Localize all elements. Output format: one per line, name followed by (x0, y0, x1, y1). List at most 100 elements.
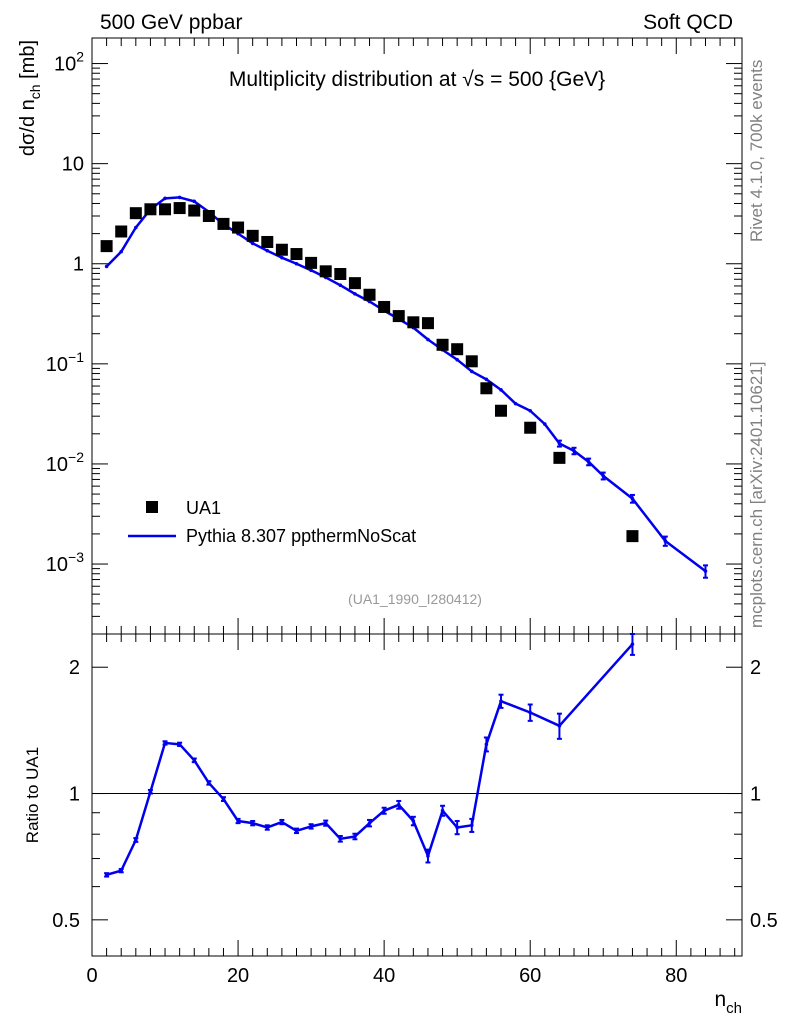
data-point (246, 229, 259, 242)
legend: UA1 Pythia 8.307 ppthermNoScat (128, 498, 416, 546)
data-point (494, 404, 507, 417)
main-y-tick-labels: 102 10 1 10−1 10−2 10−3 (46, 49, 84, 576)
ratio-point (134, 838, 138, 842)
data-point (436, 338, 449, 351)
main-x-ticks (91, 38, 736, 634)
model-point (426, 337, 430, 342)
ratio-point (426, 854, 430, 858)
ratio-point (382, 808, 386, 813)
x-tick-label: 80 (665, 965, 687, 987)
x-tick-label: 20 (227, 965, 249, 987)
ratio-point (309, 824, 313, 829)
ratio-point (338, 837, 343, 841)
ratio-ytick-label-right: 2 (750, 657, 761, 679)
main-ytick-label: 1 (73, 254, 84, 276)
model-point (163, 196, 167, 201)
model-point (572, 449, 576, 453)
side-label-mcplots: mcplots.cern.ch [arXiv:2401.10621] (747, 362, 766, 628)
model-point (601, 474, 606, 478)
ratio-point (104, 873, 109, 877)
model-point (557, 441, 562, 446)
ratio-point (367, 821, 372, 825)
model-point (177, 195, 182, 200)
ratio-series (104, 633, 635, 878)
ratio-point (440, 808, 445, 813)
data-point (451, 343, 464, 356)
model-point (703, 569, 708, 573)
side-label-rivet: Rivet 4.1.0, 700k events (747, 60, 766, 242)
data-point (348, 277, 361, 290)
data-point (626, 530, 639, 543)
data-point (232, 221, 245, 234)
ratio-point (177, 742, 182, 747)
ratio-ytick-label-right: 1 (750, 784, 761, 806)
ratio-point (353, 834, 357, 839)
model-point (513, 401, 518, 406)
ratio-point (221, 797, 226, 801)
model-point (353, 292, 357, 296)
ratio-point (280, 820, 284, 824)
ratio-point (557, 724, 562, 728)
model-point (586, 460, 591, 464)
data-point (392, 310, 405, 323)
model-point (455, 357, 459, 362)
model-point (192, 199, 197, 204)
model-point (134, 225, 138, 230)
data-point (363, 288, 376, 301)
ratio-point (294, 829, 299, 833)
model-point (250, 241, 255, 246)
data-point (173, 202, 186, 215)
ratio-y-ticks: 0.5 0.5 1 1 2 2 (52, 657, 778, 932)
data-point (378, 300, 391, 313)
data-point (524, 421, 537, 434)
header-right-label: Soft QCD (643, 11, 733, 34)
x-tick-label: 0 (86, 965, 97, 987)
ratio-point (528, 710, 533, 715)
legend-model-label: Pythia 8.307 ppthermNoScat (186, 526, 416, 546)
header-left-label: 500 GeV ppbar (100, 11, 242, 34)
data-point (202, 209, 215, 222)
data-point (480, 382, 493, 395)
ratio-point (207, 781, 211, 785)
model-point (338, 283, 343, 288)
x-tick-label: 40 (373, 965, 395, 987)
ratio-point (455, 825, 459, 830)
data-point (305, 256, 318, 269)
data-point (421, 317, 434, 330)
main-ytick-label: 10−1 (46, 349, 84, 376)
ratio-point (148, 789, 153, 794)
data-point (407, 316, 420, 329)
data-point (275, 243, 288, 256)
legend-data-label: UA1 (186, 498, 221, 518)
model-point (499, 388, 503, 392)
ratio-point (250, 821, 255, 825)
model-point (528, 408, 533, 413)
main-panel: Multiplicity distribution at √s = 500 {G… (17, 37, 743, 635)
ratio-ytick-label-left: 0.5 (52, 910, 80, 932)
model-point (119, 249, 124, 254)
ratio-x-ticks: 0 20 40 60 80 (86, 634, 736, 987)
main-y-ticks (92, 63, 742, 635)
ratio-point (236, 819, 240, 823)
data-point (129, 207, 142, 220)
ratio-point (469, 823, 474, 828)
ratio-point (484, 742, 489, 747)
main-ytick-label: 10 (62, 154, 84, 176)
ratio-ytick-label-left: 1 (69, 784, 80, 806)
model-point (469, 369, 474, 374)
ratio-point (265, 825, 270, 830)
model-point (265, 248, 270, 253)
legend-data-marker (146, 501, 158, 513)
main-ytick-label: 102 (54, 49, 84, 76)
model-point (630, 496, 635, 501)
ratio-point (163, 741, 167, 745)
data-point (465, 355, 478, 368)
data-point (159, 203, 172, 216)
ratio-ytick-label-right: 0.5 (750, 910, 778, 932)
ratio-line (106, 643, 634, 877)
main-title: Multiplicity distribution at √s = 500 {G… (229, 68, 605, 91)
data-point (334, 267, 347, 280)
ratio-point (630, 642, 635, 646)
data-point (553, 451, 566, 464)
